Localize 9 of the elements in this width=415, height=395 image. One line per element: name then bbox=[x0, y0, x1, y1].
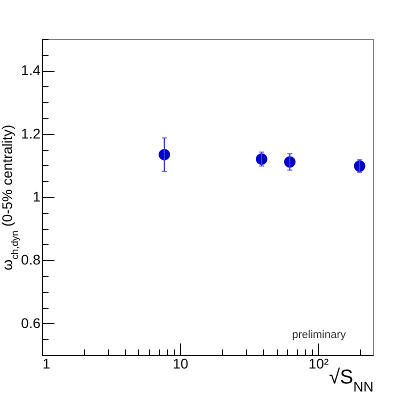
annotation: preliminary bbox=[292, 329, 346, 341]
x-tick-label: 10² bbox=[308, 356, 330, 372]
x-tick-label: 10 bbox=[172, 356, 189, 372]
y-tick-label: 0.6 bbox=[21, 314, 41, 331]
x-axis-title: √S$_{NN}$ bbox=[328, 366, 374, 394]
y-tick-label: 1.4 bbox=[21, 62, 41, 78]
y-tick-label: 1 bbox=[32, 188, 41, 204]
y-tick-label: 0.8 bbox=[21, 252, 41, 268]
y-tick-label: 1.2 bbox=[21, 125, 41, 142]
